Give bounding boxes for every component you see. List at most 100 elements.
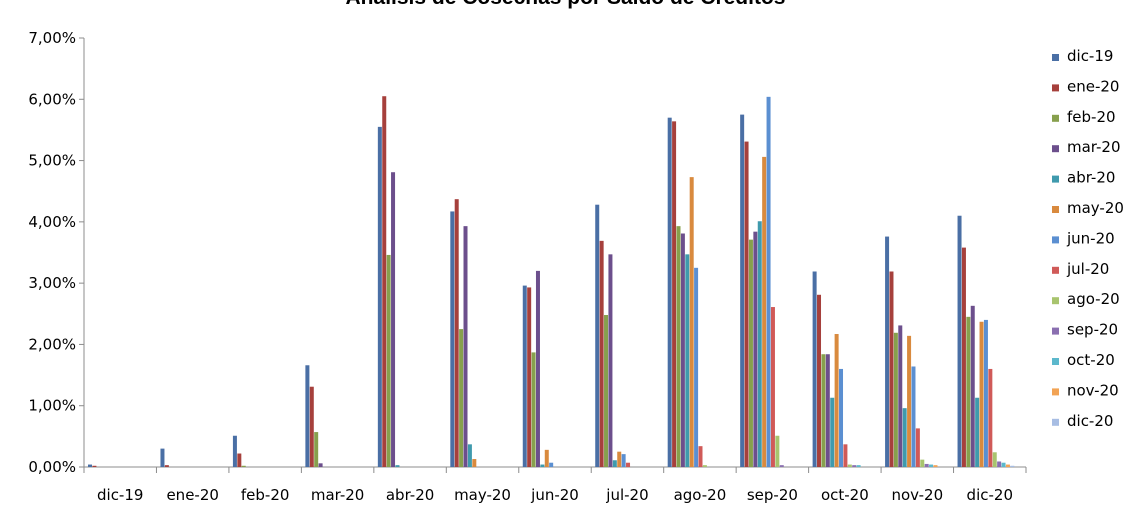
bar bbox=[377, 126, 382, 467]
legend-swatch bbox=[1052, 54, 1059, 61]
legend-label: oct-20 bbox=[1067, 351, 1115, 369]
y-tick-label: 6,00% bbox=[28, 90, 76, 108]
bar bbox=[893, 332, 898, 467]
bar bbox=[817, 294, 822, 467]
x-tick-label: dic-19 bbox=[97, 486, 143, 504]
bar bbox=[1005, 464, 1010, 467]
x-tick-label: sep-20 bbox=[747, 486, 798, 504]
bar bbox=[232, 435, 237, 467]
legend-swatch bbox=[1052, 418, 1059, 426]
bar bbox=[885, 236, 890, 467]
x-tick-label: abr-20 bbox=[386, 486, 434, 504]
legend-label: may-20 bbox=[1067, 199, 1124, 217]
bar bbox=[889, 271, 894, 467]
bar bbox=[450, 211, 455, 467]
bar bbox=[1010, 465, 1015, 467]
y-tick-label: 3,00% bbox=[28, 274, 76, 292]
bar bbox=[676, 226, 681, 467]
bar bbox=[472, 459, 477, 467]
bar bbox=[467, 444, 472, 467]
y-tick-label: 1,00% bbox=[28, 397, 76, 415]
x-tick-label: feb-20 bbox=[241, 486, 290, 504]
bar bbox=[988, 368, 993, 467]
bar bbox=[88, 464, 92, 467]
bar bbox=[92, 465, 97, 467]
x-tick-label: dic-20 bbox=[967, 486, 1013, 504]
legend-label: sep-20 bbox=[1067, 321, 1118, 339]
bar bbox=[911, 366, 916, 467]
bar bbox=[966, 316, 971, 467]
bar bbox=[812, 271, 817, 467]
legend-swatch bbox=[1052, 358, 1059, 365]
bar bbox=[1001, 462, 1006, 467]
bar bbox=[748, 239, 753, 467]
bar bbox=[544, 449, 549, 467]
bar bbox=[549, 462, 554, 467]
bar bbox=[309, 386, 314, 467]
legend-label: ene-20 bbox=[1067, 77, 1119, 95]
legend-swatch bbox=[1052, 114, 1059, 122]
bar bbox=[382, 96, 387, 467]
bar bbox=[847, 464, 852, 467]
bar bbox=[766, 96, 771, 467]
legend-label: dic-20 bbox=[1067, 412, 1113, 430]
bar bbox=[164, 465, 169, 467]
x-tick-label: jun-20 bbox=[530, 486, 579, 504]
bar bbox=[779, 465, 784, 467]
bar bbox=[386, 254, 391, 467]
bar bbox=[535, 270, 540, 467]
bar bbox=[608, 254, 613, 467]
bar bbox=[762, 156, 767, 467]
bar bbox=[689, 177, 694, 467]
bar bbox=[770, 307, 775, 467]
x-tick-label: jul-20 bbox=[605, 486, 648, 504]
chart-title: Análisis de Cosechas por Saldo de Crédit… bbox=[0, 0, 1131, 10]
bar bbox=[612, 460, 617, 467]
legend-swatch bbox=[1052, 236, 1059, 244]
bar bbox=[852, 465, 857, 467]
x-tick-label: nov-20 bbox=[891, 486, 943, 504]
bar bbox=[626, 462, 631, 467]
bar bbox=[843, 444, 848, 467]
bar bbox=[757, 221, 762, 467]
bar bbox=[753, 231, 758, 467]
x-tick-label: mar-20 bbox=[311, 486, 365, 504]
bar bbox=[983, 319, 988, 467]
bar bbox=[834, 334, 839, 467]
legend-swatch bbox=[1052, 297, 1059, 305]
y-tick-label: 4,00% bbox=[28, 213, 76, 231]
bar bbox=[527, 287, 532, 467]
bar bbox=[992, 452, 997, 467]
bar bbox=[997, 461, 1002, 467]
bar bbox=[929, 464, 934, 467]
bar bbox=[318, 463, 323, 467]
bar bbox=[685, 254, 690, 467]
legend-swatch bbox=[1052, 327, 1059, 335]
bar bbox=[970, 305, 975, 467]
bar bbox=[680, 233, 685, 467]
bar bbox=[237, 453, 242, 467]
bar bbox=[830, 397, 835, 467]
y-tick-label: 2,00% bbox=[28, 335, 76, 353]
bar bbox=[744, 141, 749, 467]
x-tick-label: ago-20 bbox=[674, 486, 727, 504]
legend-swatch bbox=[1052, 145, 1059, 153]
bar bbox=[920, 459, 925, 467]
bar bbox=[522, 285, 527, 467]
bar bbox=[391, 172, 396, 468]
bar bbox=[395, 465, 400, 467]
legend-label: ago-20 bbox=[1067, 290, 1120, 308]
bar bbox=[856, 465, 861, 467]
bar bbox=[241, 465, 246, 467]
y-tick-label: 7,00% bbox=[28, 29, 76, 47]
bar bbox=[314, 432, 319, 467]
bar bbox=[839, 368, 844, 467]
bar bbox=[595, 204, 600, 467]
bar bbox=[463, 226, 468, 467]
legend-label: dic-19 bbox=[1067, 47, 1113, 65]
bar bbox=[667, 117, 672, 468]
bar bbox=[898, 325, 903, 467]
bar bbox=[740, 114, 745, 467]
x-tick-label: ene-20 bbox=[166, 486, 218, 504]
y-tick-label: 5,00% bbox=[28, 152, 76, 170]
